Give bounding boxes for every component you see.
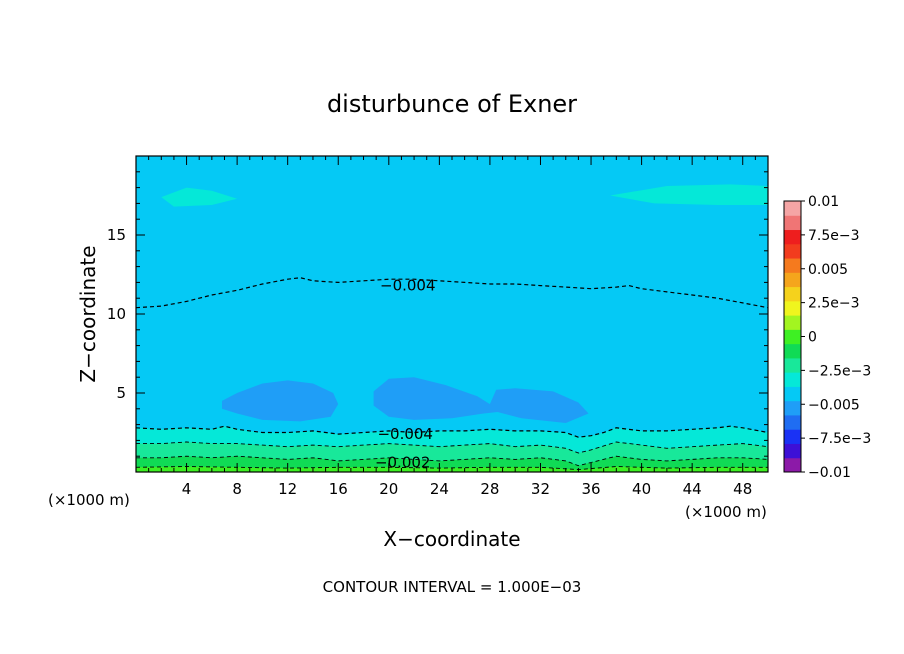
y-tick-label: 10 <box>107 305 126 323</box>
colorbar-tick-label: −0.01 <box>808 465 851 481</box>
x-axis-label: X−coordinate <box>383 527 520 551</box>
colorbar-swatch <box>784 215 801 231</box>
field-region-minimum-right <box>373 377 589 423</box>
contour-label: −0.004 <box>377 425 433 443</box>
x-tick-label: 12 <box>278 480 297 498</box>
colorbar-swatch <box>784 329 801 345</box>
colorbar-swatch <box>784 386 801 402</box>
x-tick-label: 8 <box>232 480 242 498</box>
x-tick-label: 16 <box>329 480 348 498</box>
field-region-upper-light-right <box>610 184 768 205</box>
colorbar-swatch <box>784 315 801 330</box>
x-tick-label: 40 <box>632 480 651 498</box>
contour-label: −0.004 <box>380 277 436 295</box>
colorbar-swatch <box>784 300 801 316</box>
x-tick-label: 48 <box>733 480 752 498</box>
contour-line <box>136 425 768 438</box>
colorbar-swatch <box>784 229 801 245</box>
y-tick-label: 15 <box>107 226 126 244</box>
colorbar-tick-label: −7.5e−3 <box>808 431 871 447</box>
colorbar-swatch <box>784 414 801 430</box>
x-tick-label: 4 <box>182 480 192 498</box>
y-axis-label: Z−coordinate <box>76 245 100 382</box>
field-region-upper-light-left <box>161 187 238 207</box>
colorbar-tick-label: 0.005 <box>808 262 848 278</box>
contour-labels: −0.004 −0.004 −0.002 <box>375 277 436 472</box>
colorbar-swatch <box>784 443 801 459</box>
x-tick-label: 36 <box>581 480 600 498</box>
y-tick-label: 5 <box>116 384 126 402</box>
chart-title: disturbunce of Exner <box>327 90 577 118</box>
colorbar-swatch <box>784 372 801 387</box>
colorbar-tick-label: 2.5e−3 <box>808 296 860 312</box>
colorbar-swatch <box>784 201 801 216</box>
x-tick-label: 24 <box>430 480 449 498</box>
colorbar: 0.01 7.5e−3 0.005 2.5e−3 0 −2.5e−3 −0.005 −7.5e… <box>783 194 871 481</box>
colorbar-tick-label: 7.5e−3 <box>808 228 860 244</box>
colorbar-swatch <box>784 243 801 259</box>
colorbar-swatch <box>784 457 801 473</box>
contour-label: −0.002 <box>375 454 431 472</box>
contour-line <box>136 441 768 454</box>
x-unit-left: (×1000 m) <box>48 491 130 509</box>
colorbar-tick-label: 0.01 <box>808 194 839 210</box>
colorbar-tick-label: −0.005 <box>808 397 860 413</box>
x-axis-ticks: 4 8 12 16 20 24 28 32 36 40 44 48 <box>135 156 769 498</box>
colorbar-tick-label: 0 <box>808 330 817 346</box>
y-axis-ticks: 5 10 15 <box>107 171 768 457</box>
contour-line <box>136 455 768 467</box>
contour-interval-note: CONTOUR INTERVAL = 1.000E−03 <box>323 578 582 596</box>
plot-area <box>136 156 768 472</box>
colorbar-swatch <box>784 400 801 416</box>
contour-line <box>136 277 768 309</box>
field-region-minimum-left <box>222 380 339 422</box>
colorbar-swatch <box>784 343 801 359</box>
colorbar-swatch <box>784 357 801 373</box>
colorbar-tick-label: −2.5e−3 <box>808 363 871 379</box>
colorbar-swatch <box>784 286 801 302</box>
x-unit-right: (×1000 m) <box>685 503 767 521</box>
colorbar-swatch <box>784 272 801 288</box>
colorbar-swatch <box>784 429 801 444</box>
x-tick-label: 32 <box>531 480 550 498</box>
colorbar-swatch <box>784 258 801 273</box>
x-tick-label: 20 <box>379 480 398 498</box>
field-band-middle <box>136 277 768 472</box>
x-tick-label: 28 <box>480 480 499 498</box>
x-tick-label: 44 <box>683 480 702 498</box>
